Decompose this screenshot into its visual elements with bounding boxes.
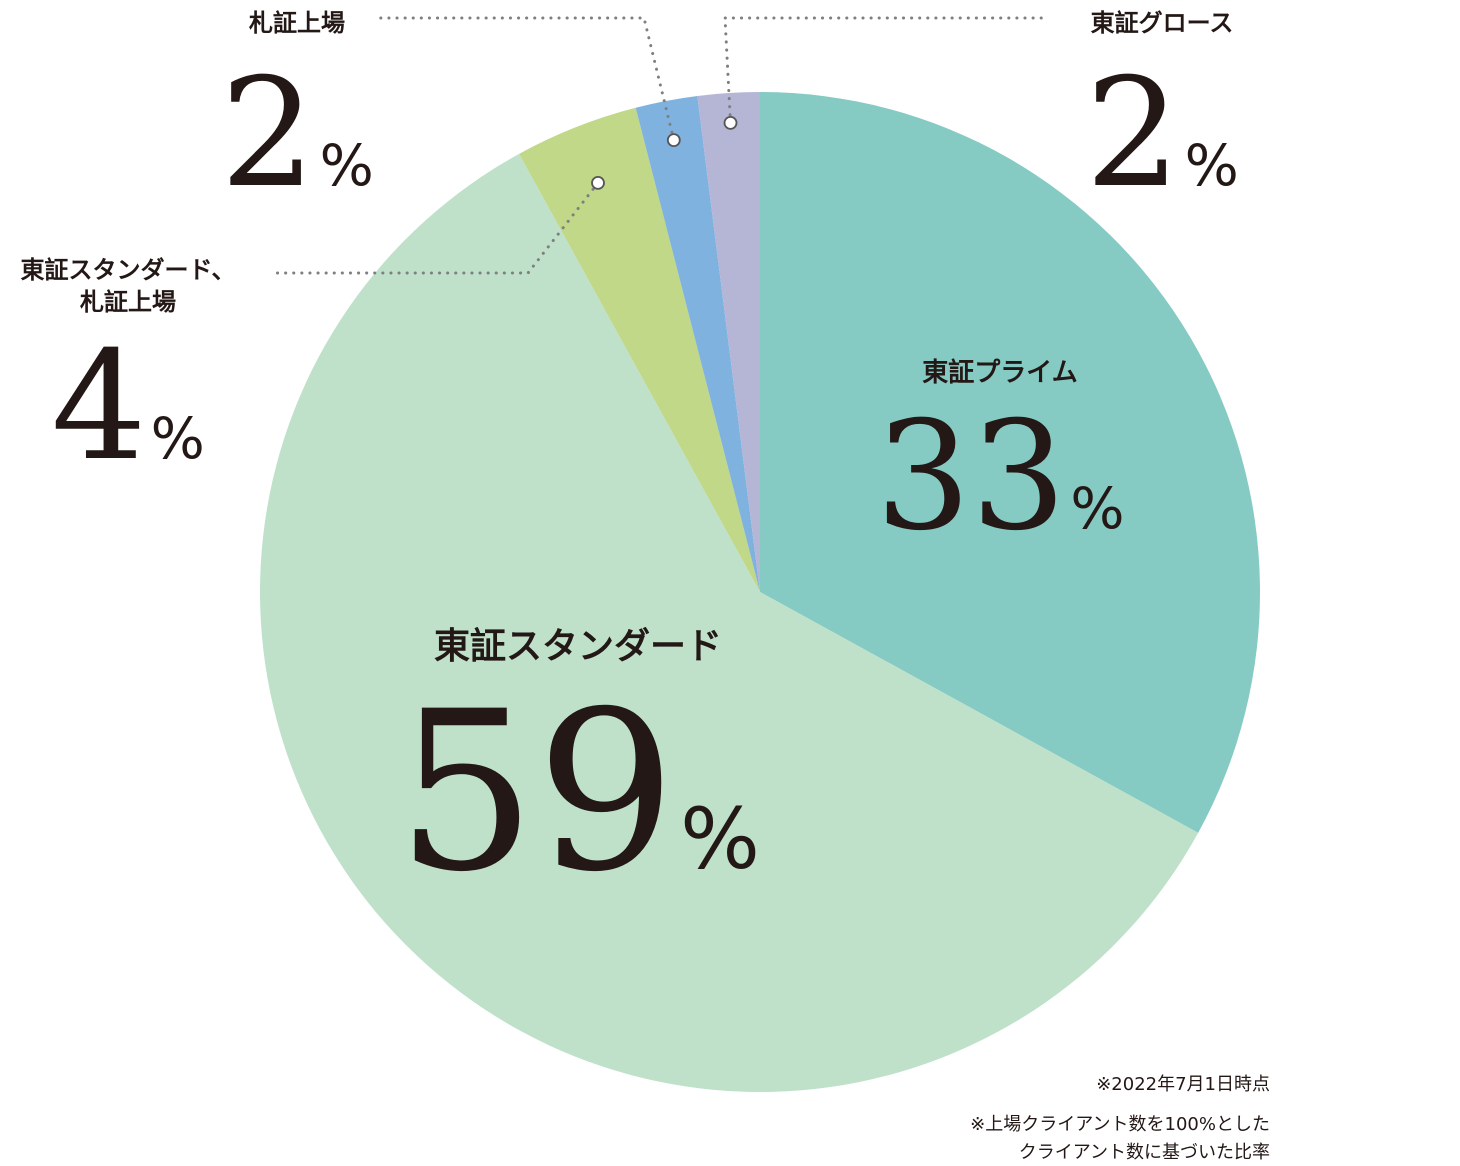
note-date: ※2022年7月1日時点 — [1096, 1074, 1270, 1095]
note-basis-line2: クライアント数に基づいた比率 — [1019, 1142, 1270, 1163]
slice-label-5: 東証グロース — [1091, 9, 1234, 37]
leader-line-4 — [374, 16, 676, 142]
leader-line-5 — [723, 16, 1050, 125]
slice-value-4: 2% — [220, 47, 374, 221]
slice-label-2: 東証スタンダード — [434, 626, 722, 667]
pie-slice-4 — [635, 95, 760, 592]
leader-marker-4 — [666, 133, 681, 148]
slice-label-3: 東証スタンダード、札証上場 — [20, 256, 235, 316]
slice-value-3: 4% — [51, 320, 205, 494]
slice-value-2: 59% — [396, 664, 760, 920]
leader-line-3 — [268, 181, 600, 275]
slice-label-4: 札証上場 — [248, 9, 345, 37]
leader-marker-5 — [723, 116, 738, 130]
pie-slice-5 — [697, 92, 760, 592]
note-basis-line1: ※上場クライアント数を100%とした — [970, 1114, 1270, 1135]
leader-marker-3 — [591, 175, 605, 190]
pie-slice-1 — [760, 92, 1260, 833]
slice-label-1: 東証プライム — [922, 357, 1077, 388]
pie-slice-3 — [519, 107, 760, 593]
slice-value-1: 33% — [875, 390, 1124, 564]
slice-value-5: 2% — [1085, 47, 1239, 221]
pie-slice-2 — [259, 153, 1199, 1093]
